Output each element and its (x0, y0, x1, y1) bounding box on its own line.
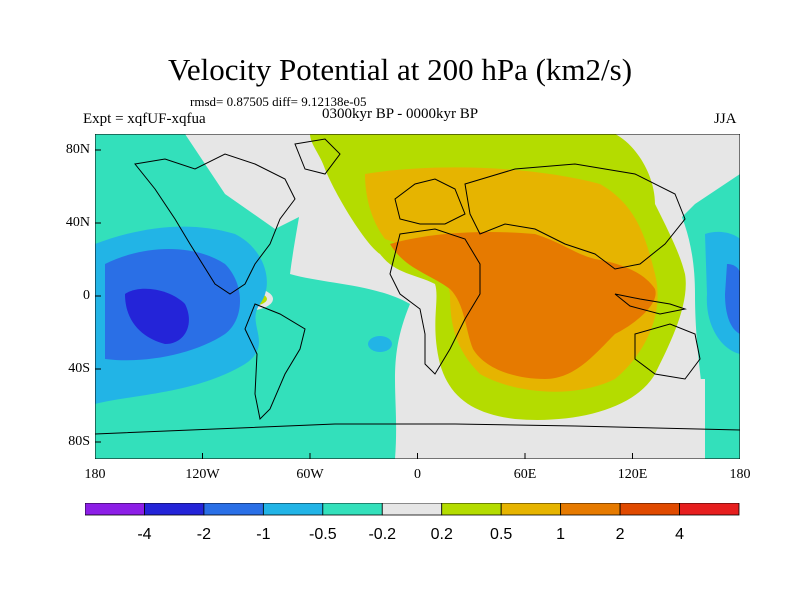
longitude-label: 120W (185, 467, 220, 482)
colorbar-label: 0.5 (490, 526, 512, 543)
coastline-north-america (134, 153, 296, 295)
longitude-label: 180 (729, 467, 751, 482)
coastlines (95, 138, 740, 435)
coastline-australia (634, 323, 701, 380)
colorbar-label: -0.5 (309, 526, 337, 543)
coastline-antarctica (95, 423, 740, 435)
colorbar-box (500, 503, 562, 516)
experiment-label: Expt = xqfUF-xqfua (83, 111, 206, 127)
colorbar-box (262, 503, 324, 516)
longitude-label: 60W (296, 467, 324, 482)
colorbar-box (203, 503, 264, 516)
coastline-south-america (244, 303, 306, 421)
colorbar-box (381, 503, 443, 516)
colorbar-label: 0.2 (431, 526, 453, 543)
colorbar-box (679, 503, 740, 516)
colorbar-boxes (85, 503, 740, 516)
latitude-label: 40S (68, 361, 90, 376)
longitude-ticks (95, 453, 740, 459)
coastline-greenland (294, 138, 341, 175)
longitude-label: 180 (84, 467, 106, 482)
velocity-potential-map (95, 134, 740, 459)
coastline-europe (394, 178, 466, 225)
colorbar-label: 4 (675, 526, 684, 543)
colorbar-label: -0.2 (368, 526, 396, 543)
period-label: 0300kyr BP - 0000kyr BP (322, 106, 479, 122)
colorbar-label: -4 (137, 526, 151, 543)
colorbar-labels: -4 -2 -1 -0.5 -0.2 0.2 0.5 1 2 4 (137, 526, 684, 543)
latitude-label: 80N (65, 142, 90, 157)
longitude-label: 60E (513, 467, 537, 482)
longitude-label: 0 (414, 467, 421, 482)
colorbar-box (322, 503, 383, 516)
colorbar-box (441, 503, 502, 516)
colorbar-label: -1 (256, 526, 270, 543)
colorbar-box (619, 503, 680, 516)
colorbar-label: -2 (197, 526, 211, 543)
latitude-ticks (95, 149, 101, 443)
colorbar: -4 -2 -1 -0.5 -0.2 0.2 0.5 1 2 4 (85, 503, 740, 543)
plot-title: Velocity Potential at 200 hPa (km2/s) (167, 52, 633, 87)
colorbar-label: 2 (616, 526, 625, 543)
field-negative-0-5-atlantic (368, 336, 392, 352)
latitude-label: 40N (65, 215, 90, 230)
colorbar-box (560, 503, 621, 516)
latitude-label: 80S (68, 434, 90, 449)
coastline-asia (464, 163, 686, 270)
field-negative-2 (125, 288, 189, 344)
colorbar-label: 1 (556, 526, 565, 543)
field-negative-1-east (725, 264, 740, 334)
rmsd-diff-stats: rmsd= 0.87505 diff= 9.12138e-05 (190, 94, 367, 109)
season-label: JJA (714, 111, 737, 127)
colorbar-box (85, 503, 145, 516)
coastline-africa (389, 228, 481, 375)
latitude-label: 0 (83, 288, 90, 303)
coastline-indonesia (614, 293, 687, 315)
colorbar-box (144, 503, 205, 516)
field-positive-1 (390, 232, 656, 379)
longitude-label: 120E (617, 467, 648, 482)
